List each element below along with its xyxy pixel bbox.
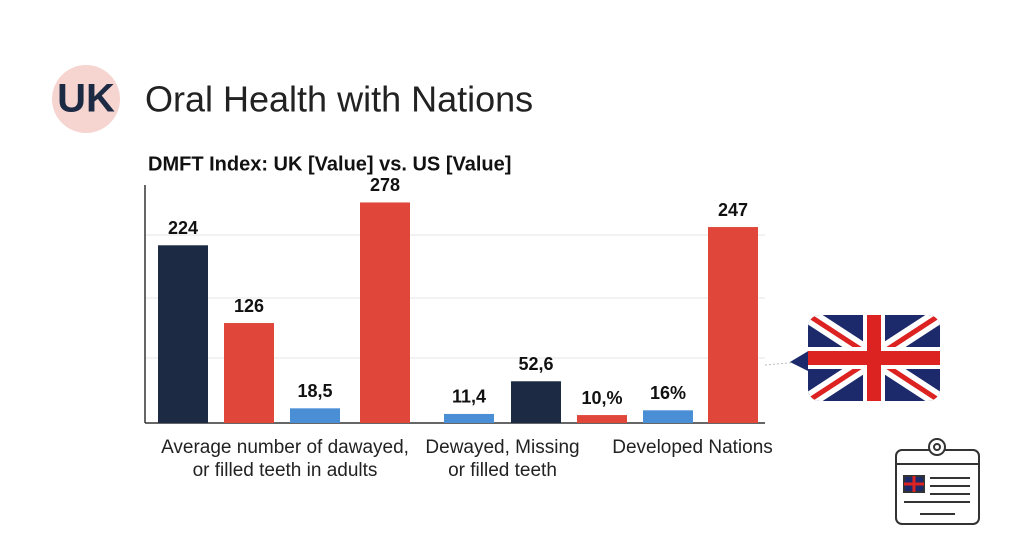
value-label: 18,5 (297, 381, 332, 401)
bars: 224 126 18,5 278 11,4 52,6 10,% 16% 247 (158, 175, 758, 423)
page-title: Oral Health with Nations (145, 79, 533, 120)
bar (643, 410, 693, 423)
value-label: 224 (168, 218, 198, 238)
value-label: 278 (370, 175, 400, 195)
value-label: 52,6 (518, 354, 553, 374)
badge-circle (52, 65, 120, 133)
bar (360, 202, 410, 423)
value-label: 10,% (581, 388, 622, 408)
value-label: 16% (650, 383, 686, 403)
uk-flag (764, 315, 940, 401)
value-label: 126 (234, 296, 264, 316)
bar (511, 381, 561, 423)
category-label: Developed Nations (612, 437, 773, 458)
badge: UK (57, 77, 115, 121)
chart-title: DMFT Index: UK [Value] vs. US [Value] (148, 153, 511, 175)
bar (708, 227, 758, 423)
category-label: Dewayed, Missing or filled teeth (425, 437, 580, 481)
bar (158, 245, 208, 423)
id-icon (895, 438, 980, 525)
bar (444, 413, 494, 423)
bar (577, 415, 627, 423)
value-label: 247 (718, 200, 748, 220)
bar (290, 408, 340, 423)
value-label: 11,4 (452, 387, 486, 407)
bar (224, 323, 274, 423)
category-label: Average number of dawayed, or filled tee… (161, 437, 409, 481)
